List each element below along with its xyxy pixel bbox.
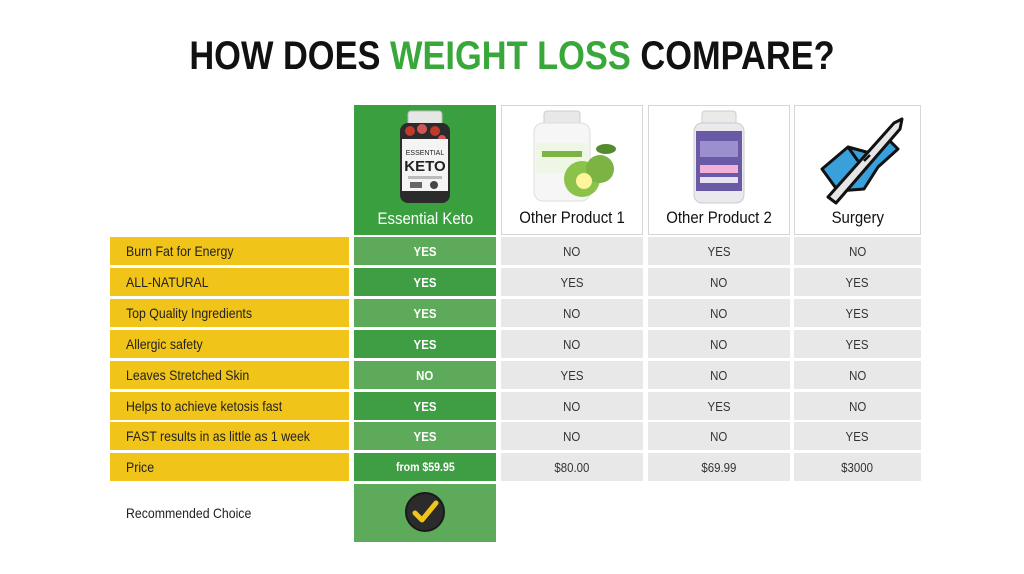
column-name: Other Product 1	[519, 208, 625, 227]
table-cell: YES	[648, 237, 790, 265]
column-name: Other Product 2	[666, 208, 772, 227]
table-cell: YES	[354, 422, 496, 450]
column-header-other-product-1: Other Product 1	[501, 105, 643, 235]
title-highlight: WEIGHT LOSS	[390, 34, 631, 78]
table-cell: NO	[794, 237, 921, 265]
table-cell: YES	[354, 268, 496, 296]
table-cell: NO	[501, 237, 643, 265]
column-header-other-product-2: Other Product 2	[648, 105, 790, 235]
table-cell: YES	[501, 268, 643, 296]
essential-keto-bottle-icon: ESSENTIAL KETO	[370, 105, 480, 209]
table-cell: YES	[354, 330, 496, 358]
table-cell: YES	[501, 361, 643, 389]
row-label-all-natural: ALL-NATURAL	[110, 268, 349, 296]
recommended-cell	[354, 484, 496, 542]
svg-text:ESSENTIAL: ESSENTIAL	[406, 150, 445, 157]
page-title: HOW DOES WEIGHT LOSS COMPARE?	[72, 34, 953, 79]
table-cell: YES	[354, 237, 496, 265]
table-cell: YES	[794, 422, 921, 450]
table-cell: YES	[794, 330, 921, 358]
scalpel-hand-icon	[803, 106, 913, 208]
table-cell: YES	[648, 392, 790, 420]
table-cell: YES	[794, 268, 921, 296]
column-header-surgery: Surgery	[794, 105, 921, 235]
row-label-ketosis-fast: Helps to achieve ketosis fast	[110, 392, 349, 420]
title-part1: HOW DOES	[189, 34, 391, 78]
table-cell: $3000	[794, 453, 921, 481]
table-cell: $80.00	[501, 453, 643, 481]
table-cell: NO	[794, 392, 921, 420]
table-cell: NO	[648, 422, 790, 450]
row-label-burn-fat: Burn Fat for Energy	[110, 237, 349, 265]
table-cell: NO	[501, 392, 643, 420]
table-cell: NO	[648, 268, 790, 296]
row-label-stretched-skin: Leaves Stretched Skin	[110, 361, 349, 389]
column-name: Surgery	[831, 208, 884, 227]
table-cell: NO	[501, 330, 643, 358]
table-cell: $69.99	[648, 453, 790, 481]
checkmark-badge-icon	[404, 491, 446, 536]
row-label-fast-results: FAST results in as little as 1 week	[110, 422, 349, 450]
table-cell: NO	[501, 422, 643, 450]
table-cell: YES	[354, 392, 496, 420]
column-name: Essential Keto	[377, 209, 473, 228]
table-cell: NO	[648, 299, 790, 327]
table-cell: YES	[794, 299, 921, 327]
title-part2: COMPARE?	[630, 34, 835, 78]
table-cell: NO	[794, 361, 921, 389]
row-label-allergic-safety: Allergic safety	[110, 330, 349, 358]
column-header-essential-keto: ESSENTIAL KETO Essential Keto	[354, 105, 496, 235]
table-cell: NO	[501, 299, 643, 327]
table-cell: NO	[648, 330, 790, 358]
table-cell: YES	[354, 299, 496, 327]
table-cell: NO	[648, 361, 790, 389]
row-label-top-quality: Top Quality Ingredients	[110, 299, 349, 327]
row-label-price: Price	[110, 453, 349, 481]
garcinia-bottle-icon	[517, 106, 627, 208]
recommended-label: Recommended Choice	[126, 505, 252, 521]
svg-text:KETO: KETO	[404, 158, 446, 175]
table-cell: from $59.95	[354, 453, 496, 481]
keto-pill-bottle-icon	[664, 106, 774, 208]
table-cell: NO	[354, 361, 496, 389]
